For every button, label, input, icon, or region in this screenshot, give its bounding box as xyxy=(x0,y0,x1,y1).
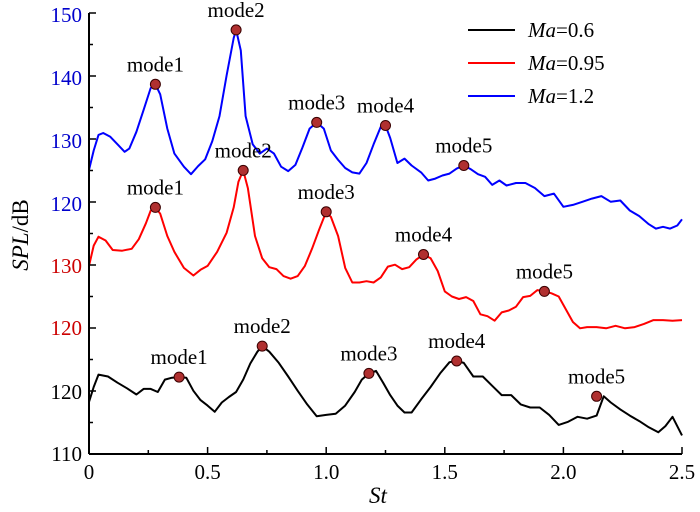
y-tick-label-black-120: 120 xyxy=(51,380,83,404)
legend-label-ma-1-2: Ma=1.2 xyxy=(527,84,594,108)
peak-label-ma-0-6-mode1: mode1 xyxy=(151,345,208,369)
peak-marker-ma-0-95-mode3 xyxy=(320,206,332,218)
peak-marker-ma-1-2-mode2 xyxy=(230,24,242,36)
legend-ma-0-95-value: =0.95 xyxy=(556,51,605,75)
legend: Ma=0.6 Ma=0.95 Ma=1.2 xyxy=(468,18,605,108)
peak-marker-ma-1-2-mode1 xyxy=(149,78,161,90)
legend-label-ma-0-6: Ma=0.6 xyxy=(527,18,594,42)
series-line-ma-0-95 xyxy=(88,169,683,330)
legend-ma-1-2-symbol: Ma xyxy=(527,84,556,108)
peak-marker-ma-0-95-mode2 xyxy=(237,164,249,176)
y-tick-label-blue-150: 150 xyxy=(51,3,83,27)
y-tick-label-red-130: 130 xyxy=(51,254,83,278)
peak-label-ma-1-2-mode4: mode4 xyxy=(357,94,415,118)
legend-ma-0-6-value: =0.6 xyxy=(556,18,594,42)
peak-marker-ma-0-95-mode4 xyxy=(418,249,429,260)
peak-marker-ma-0-6-mode2 xyxy=(256,340,268,352)
tick-layer xyxy=(88,12,683,455)
x-tick-label-1-5: 1.5 xyxy=(432,460,458,484)
peak-label-ma-0-6-mode2: mode2 xyxy=(234,314,291,338)
peak-marker-ma-1-2-mode4 xyxy=(380,120,391,131)
peak-label-ma-0-95-mode3: mode3 xyxy=(298,180,355,204)
peak-label-ma-0-95-mode2: mode2 xyxy=(215,138,272,162)
y-axis-title-unit: /dB xyxy=(8,199,33,232)
peak-label-ma-0-6-mode4: mode4 xyxy=(428,329,486,353)
peak-label-ma-0-95-mode1: mode1 xyxy=(127,175,184,199)
peak-label-ma-0-6-mode5: mode5 xyxy=(568,364,625,388)
peak-marker-ma-0-6-mode5 xyxy=(591,390,603,402)
mode-label-layer: mode1 mode2 mode3 mode4 mode5 mode1 mode2 mode3… xyxy=(127,0,625,388)
peak-marker-ma-0-6-mode4 xyxy=(451,355,463,367)
marker-layer xyxy=(149,24,603,402)
x-tick-label-1-0: 1.0 xyxy=(313,460,339,484)
peak-label-ma-0-6-mode3: mode3 xyxy=(340,341,397,365)
y-axis-title: SPL/dB xyxy=(8,199,33,271)
peak-marker-ma-1-2-mode5 xyxy=(458,160,470,171)
peak-label-ma-1-2-mode1: mode1 xyxy=(127,52,184,76)
y-tick-label-blue-130: 130 xyxy=(51,129,83,153)
peak-marker-ma-0-6-mode3 xyxy=(363,367,375,379)
y-tick-label-black-110: 110 xyxy=(51,442,82,466)
y-tick-label-red-120: 120 xyxy=(51,316,83,340)
legend-ma-0-95-symbol: Ma xyxy=(527,51,556,75)
legend-ma-0-6-symbol: Ma xyxy=(527,18,556,42)
y-tick-label-blue-120: 120 xyxy=(51,192,83,216)
x-tick-label-0: 0 xyxy=(84,460,95,484)
x-tick-label-2-0: 2.0 xyxy=(550,460,576,484)
peak-marker-ma-1-2-mode3 xyxy=(311,116,323,128)
x-axis-title: St xyxy=(369,483,388,508)
peak-marker-ma-0-95-mode1 xyxy=(149,201,161,213)
x-tick-label-0-5: 0.5 xyxy=(194,460,220,484)
peak-marker-ma-0-6-mode1 xyxy=(173,371,185,383)
peak-label-ma-0-95-mode5: mode5 xyxy=(516,259,573,283)
legend-label-ma-0-95: Ma=0.95 xyxy=(527,51,605,75)
peak-marker-ma-0-95-mode5 xyxy=(538,285,550,297)
y-tick-label-blue-140: 140 xyxy=(51,66,83,90)
y-axis-title-italic: SPL xyxy=(8,232,33,270)
peak-label-ma-1-2-mode3: mode3 xyxy=(288,90,345,114)
series-line-ma-1-2 xyxy=(88,28,683,230)
peak-label-ma-1-2-mode5: mode5 xyxy=(435,134,492,158)
peak-label-ma-0-95-mode4: mode4 xyxy=(395,223,453,247)
legend-ma-1-2-value: =1.2 xyxy=(556,84,594,108)
x-tick-label-2-5: 2.5 xyxy=(669,460,695,484)
peak-label-ma-1-2-mode2: mode2 xyxy=(208,0,265,22)
